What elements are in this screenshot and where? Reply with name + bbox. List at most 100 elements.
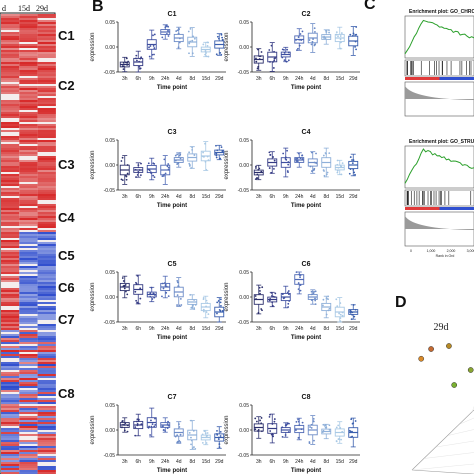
heatmap-cell xyxy=(19,56,38,58)
data-point xyxy=(268,415,271,418)
heatmap-cell xyxy=(37,464,56,466)
heatmap-cell xyxy=(1,64,20,66)
data-point xyxy=(254,428,257,431)
data-point xyxy=(125,57,128,60)
es-curve xyxy=(404,148,474,184)
heatmap-cell xyxy=(1,324,20,326)
enrichment-title: Enrichment plot: GO_CHRO xyxy=(409,9,474,15)
heatmap-cell xyxy=(37,148,56,150)
heatmap-cell xyxy=(19,194,38,196)
data-point xyxy=(322,298,325,301)
data-point xyxy=(190,419,192,422)
heatmap-cell xyxy=(37,348,56,350)
pca-point xyxy=(451,382,458,388)
data-point xyxy=(219,298,222,301)
heatmap-cell xyxy=(19,360,38,362)
data-point xyxy=(335,31,338,34)
heatmap-cell xyxy=(1,118,20,120)
heatmap-cell xyxy=(1,88,20,90)
heatmap-cell xyxy=(1,164,20,166)
heatmap-cell xyxy=(37,22,56,24)
heatmap-cell xyxy=(19,328,38,330)
data-point xyxy=(205,52,207,54)
heatmap-cell xyxy=(19,388,38,390)
heatmap-cell xyxy=(1,184,20,186)
heatmap-cell xyxy=(37,248,56,250)
panel-title: C7 xyxy=(168,394,177,401)
data-point xyxy=(268,167,271,169)
data-point xyxy=(219,435,222,437)
heatmap-cell xyxy=(37,460,56,462)
data-point xyxy=(258,286,261,289)
heatmap-cell xyxy=(1,468,20,470)
heatmap-cell xyxy=(37,378,56,380)
data-point xyxy=(270,171,273,174)
data-point xyxy=(189,293,192,296)
boxplot-panel: C6 -0.05 0.00 0.05 expression 3h 6h 9h 24h 4d 8d 15… xyxy=(224,261,360,341)
data-point xyxy=(137,171,140,174)
heatmap-cell xyxy=(19,104,38,106)
heatmap-cell xyxy=(37,434,56,436)
heatmap-cell xyxy=(19,230,38,232)
data-point xyxy=(349,430,352,433)
heatmap-cell xyxy=(19,424,38,426)
heatmap-cell xyxy=(37,420,56,422)
grid-line xyxy=(447,429,474,436)
data-point xyxy=(327,298,329,301)
heatmap-cell xyxy=(1,358,20,360)
data-point xyxy=(204,49,207,52)
data-point xyxy=(255,177,258,179)
data-point xyxy=(269,413,271,416)
data-point xyxy=(205,55,208,58)
data-point xyxy=(297,288,300,291)
heatmap-cell xyxy=(19,272,38,274)
heatmap-cell xyxy=(37,404,56,406)
heatmap-cell xyxy=(19,332,38,334)
data-point xyxy=(176,281,179,284)
heatmap-cell xyxy=(19,452,38,454)
heatmap-cell xyxy=(1,376,20,378)
heatmap-cell xyxy=(19,266,38,268)
axis-line xyxy=(411,469,474,474)
y-tick-label: 0.00 xyxy=(105,163,115,169)
heatmap-cell xyxy=(1,150,20,152)
cluster-label: C7 xyxy=(58,312,75,327)
x-tick-label: 15d xyxy=(202,194,211,200)
heatmap-cell xyxy=(1,274,20,276)
data-point xyxy=(260,430,263,433)
heatmap-cell xyxy=(19,32,38,34)
data-point xyxy=(205,168,208,171)
heatmap-cell xyxy=(37,384,56,386)
heatmap-cell xyxy=(1,412,20,414)
heatmap-cell xyxy=(37,138,56,140)
heatmap-cell xyxy=(19,218,38,220)
heatmap-cell xyxy=(37,222,56,224)
heatmap-cell xyxy=(19,24,38,26)
heatmap-cell xyxy=(37,346,56,348)
data-point xyxy=(314,31,316,33)
data-point xyxy=(296,49,298,52)
heatmap-cell xyxy=(19,430,38,432)
heatmap-cell xyxy=(37,46,56,48)
data-point xyxy=(285,60,288,63)
heatmap-cell xyxy=(1,208,20,210)
data-point xyxy=(135,299,138,302)
grid-line xyxy=(459,417,474,425)
heatmap-cell xyxy=(1,344,20,346)
heatmap-cell xyxy=(1,254,20,256)
data-point xyxy=(339,320,342,323)
data-point xyxy=(126,164,129,166)
x-tick-label: 24h xyxy=(161,76,170,82)
heatmap-cell xyxy=(37,172,56,174)
heatmap-cell xyxy=(1,314,20,316)
data-point xyxy=(216,35,219,38)
heatmap-cell xyxy=(37,330,56,332)
data-point xyxy=(124,174,127,177)
x-tick-label: 4d xyxy=(176,326,182,332)
data-point xyxy=(352,168,355,171)
data-point xyxy=(295,271,298,274)
heatmap-cell xyxy=(19,432,38,434)
heatmap-cell xyxy=(19,48,38,50)
heatmap-cell xyxy=(37,286,56,288)
